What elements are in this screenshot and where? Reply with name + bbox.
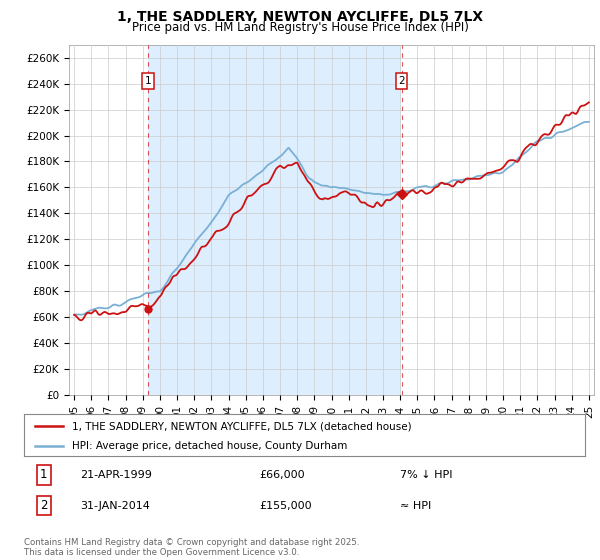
Text: £155,000: £155,000	[260, 501, 312, 511]
Text: HPI: Average price, detached house, County Durham: HPI: Average price, detached house, Coun…	[71, 441, 347, 451]
Text: £66,000: £66,000	[260, 470, 305, 480]
Text: 2: 2	[398, 76, 405, 86]
Text: 2: 2	[40, 499, 47, 512]
Bar	[148, 45, 401, 395]
Text: ≈ HPI: ≈ HPI	[400, 501, 431, 511]
Text: Price paid vs. HM Land Registry's House Price Index (HPI): Price paid vs. HM Land Registry's House …	[131, 21, 469, 34]
Text: 1, THE SADDLERY, NEWTON AYCLIFFE, DL5 7LX (detached house): 1, THE SADDLERY, NEWTON AYCLIFFE, DL5 7L…	[71, 421, 412, 431]
Text: 7% ↓ HPI: 7% ↓ HPI	[400, 470, 452, 480]
Text: 1, THE SADDLERY, NEWTON AYCLIFFE, DL5 7LX: 1, THE SADDLERY, NEWTON AYCLIFFE, DL5 7L…	[117, 10, 483, 24]
Text: 1: 1	[145, 76, 151, 86]
Text: Contains HM Land Registry data © Crown copyright and database right 2025.
This d: Contains HM Land Registry data © Crown c…	[24, 538, 359, 557]
Text: 1: 1	[40, 468, 47, 482]
Text: 31-JAN-2014: 31-JAN-2014	[80, 501, 150, 511]
Text: 21-APR-1999: 21-APR-1999	[80, 470, 152, 480]
